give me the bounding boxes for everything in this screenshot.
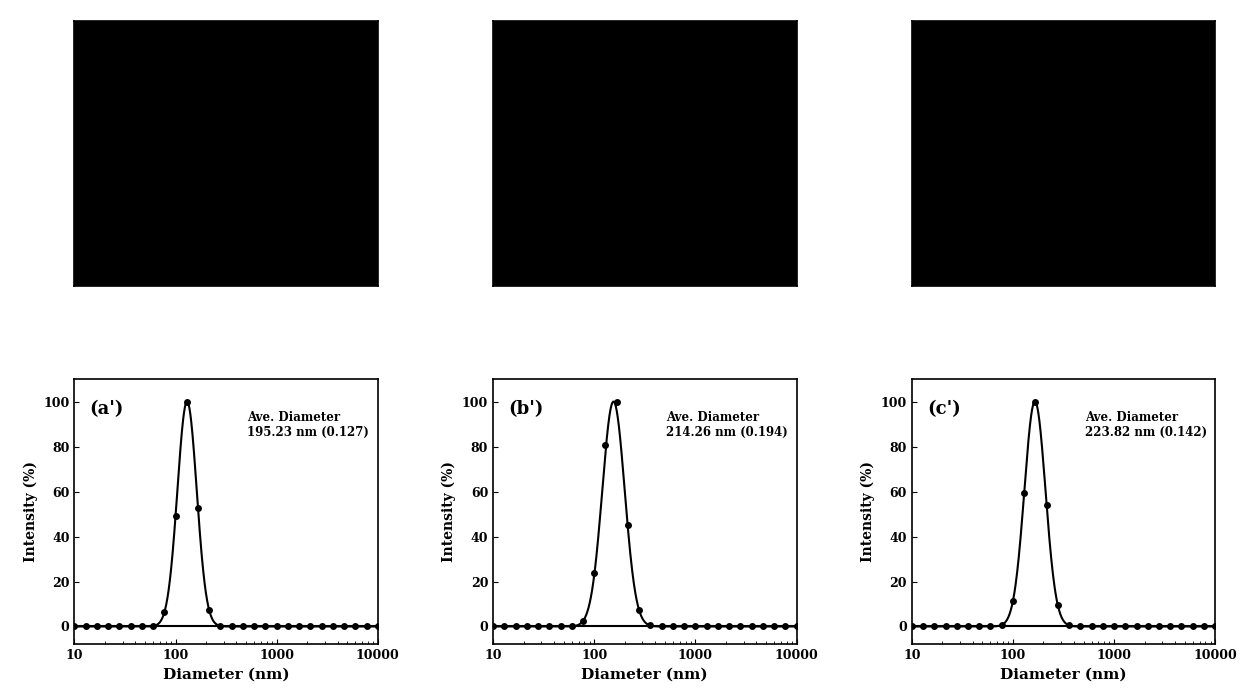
Text: (b'): (b')	[508, 401, 543, 419]
X-axis label: Diameter (nm): Diameter (nm)	[162, 668, 289, 682]
Y-axis label: Intensity (%): Intensity (%)	[441, 462, 456, 562]
Text: (a'): (a')	[89, 401, 124, 419]
X-axis label: Diameter (nm): Diameter (nm)	[582, 668, 708, 682]
Y-axis label: Intensity (%): Intensity (%)	[861, 462, 875, 562]
X-axis label: Diameter (nm): Diameter (nm)	[1001, 668, 1127, 682]
Text: Ave. Diameter
223.82 nm (0.142): Ave. Diameter 223.82 nm (0.142)	[1085, 411, 1207, 439]
Text: Ave. Diameter
214.26 nm (0.194): Ave. Diameter 214.26 nm (0.194)	[666, 411, 787, 439]
Y-axis label: Intensity (%): Intensity (%)	[24, 462, 37, 562]
Text: Ave. Diameter
195.23 nm (0.127): Ave. Diameter 195.23 nm (0.127)	[247, 411, 370, 439]
Text: (c'): (c')	[928, 401, 961, 419]
